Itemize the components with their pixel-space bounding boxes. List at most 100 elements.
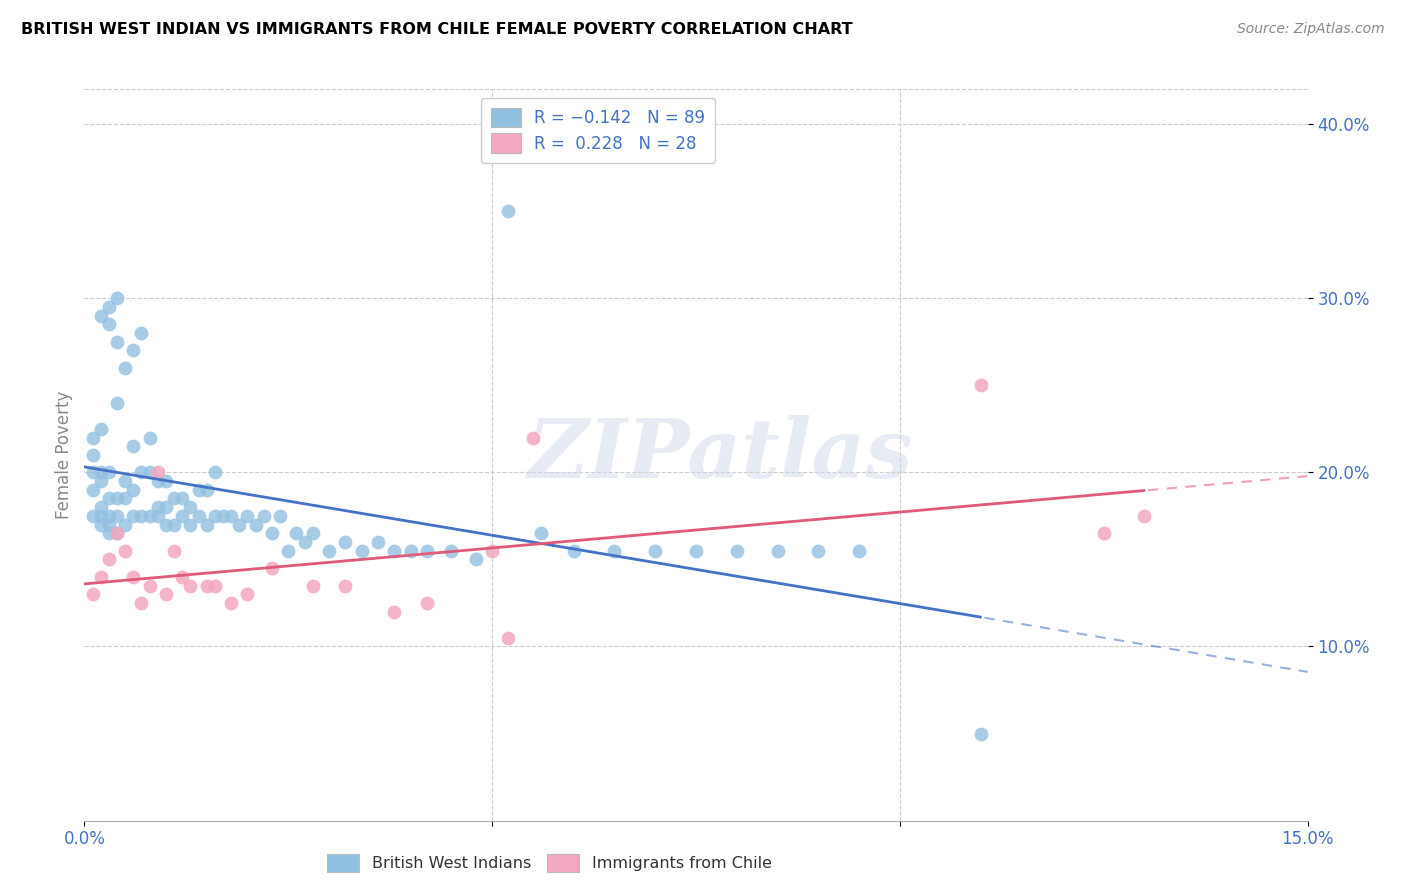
- Point: [481, 543, 503, 558]
- Point: [138, 578, 160, 592]
- Point: [766, 543, 789, 558]
- Point: [97, 526, 120, 541]
- Point: [82, 483, 104, 497]
- Point: [335, 578, 357, 592]
- Point: [301, 526, 323, 541]
- Point: [464, 552, 486, 566]
- Point: [204, 508, 226, 523]
- Point: [399, 543, 422, 558]
- Point: [350, 543, 373, 558]
- Point: [1133, 508, 1156, 523]
- Point: [440, 543, 463, 558]
- Point: [105, 508, 128, 523]
- Point: [114, 360, 136, 375]
- Point: [179, 500, 201, 515]
- Point: [498, 204, 520, 219]
- Point: [163, 517, 186, 532]
- Point: [367, 535, 389, 549]
- Point: [416, 596, 439, 610]
- Point: [131, 466, 153, 480]
- Point: [1092, 526, 1115, 541]
- Point: [163, 491, 186, 506]
- Point: [97, 517, 120, 532]
- Point: [146, 500, 169, 515]
- Point: [195, 517, 218, 532]
- Point: [172, 570, 194, 584]
- Point: [82, 448, 104, 462]
- Point: [228, 517, 250, 532]
- Point: [155, 500, 177, 515]
- Point: [970, 378, 993, 392]
- Point: [90, 508, 112, 523]
- Point: [114, 543, 136, 558]
- Point: [131, 326, 153, 340]
- Point: [172, 508, 194, 523]
- Point: [285, 526, 308, 541]
- Text: Source: ZipAtlas.com: Source: ZipAtlas.com: [1237, 22, 1385, 37]
- Point: [195, 578, 218, 592]
- Point: [416, 543, 439, 558]
- Point: [82, 587, 104, 601]
- Point: [97, 300, 120, 314]
- Point: [382, 605, 405, 619]
- Point: [155, 517, 177, 532]
- Point: [90, 500, 112, 515]
- Point: [138, 430, 160, 444]
- Point: [122, 483, 145, 497]
- Point: [204, 578, 226, 592]
- Point: [122, 439, 145, 453]
- Point: [105, 334, 128, 349]
- Point: [603, 543, 626, 558]
- Point: [498, 631, 520, 645]
- Point: [163, 543, 186, 558]
- Point: [219, 508, 242, 523]
- Point: [105, 395, 128, 409]
- Point: [260, 526, 283, 541]
- Point: [236, 587, 259, 601]
- Point: [131, 596, 153, 610]
- Point: [146, 474, 169, 488]
- Point: [90, 570, 112, 584]
- Point: [318, 543, 340, 558]
- Point: [82, 508, 104, 523]
- Point: [294, 535, 316, 549]
- Point: [245, 517, 267, 532]
- Point: [155, 474, 177, 488]
- Point: [97, 466, 120, 480]
- Point: [301, 578, 323, 592]
- Point: [807, 543, 830, 558]
- Point: [335, 535, 357, 549]
- Point: [138, 508, 160, 523]
- Point: [187, 483, 209, 497]
- Point: [562, 543, 585, 558]
- Point: [122, 508, 145, 523]
- Point: [105, 526, 128, 541]
- Point: [530, 526, 553, 541]
- Point: [685, 543, 707, 558]
- Point: [90, 466, 112, 480]
- Point: [122, 343, 145, 358]
- Point: [382, 543, 405, 558]
- Point: [97, 491, 120, 506]
- Point: [97, 552, 120, 566]
- Point: [146, 466, 169, 480]
- Point: [848, 543, 870, 558]
- Point: [82, 466, 104, 480]
- Point: [725, 543, 748, 558]
- Point: [97, 318, 120, 332]
- Point: [114, 491, 136, 506]
- Point: [90, 309, 112, 323]
- Point: [172, 491, 194, 506]
- Point: [97, 508, 120, 523]
- Text: ZIPatlas: ZIPatlas: [527, 415, 912, 495]
- Point: [277, 543, 299, 558]
- Point: [269, 508, 291, 523]
- Point: [179, 578, 201, 592]
- Point: [90, 422, 112, 436]
- Text: BRITISH WEST INDIAN VS IMMIGRANTS FROM CHILE FEMALE POVERTY CORRELATION CHART: BRITISH WEST INDIAN VS IMMIGRANTS FROM C…: [21, 22, 852, 37]
- Point: [644, 543, 666, 558]
- Point: [260, 561, 283, 575]
- Point: [155, 587, 177, 601]
- Point: [82, 430, 104, 444]
- Point: [122, 570, 145, 584]
